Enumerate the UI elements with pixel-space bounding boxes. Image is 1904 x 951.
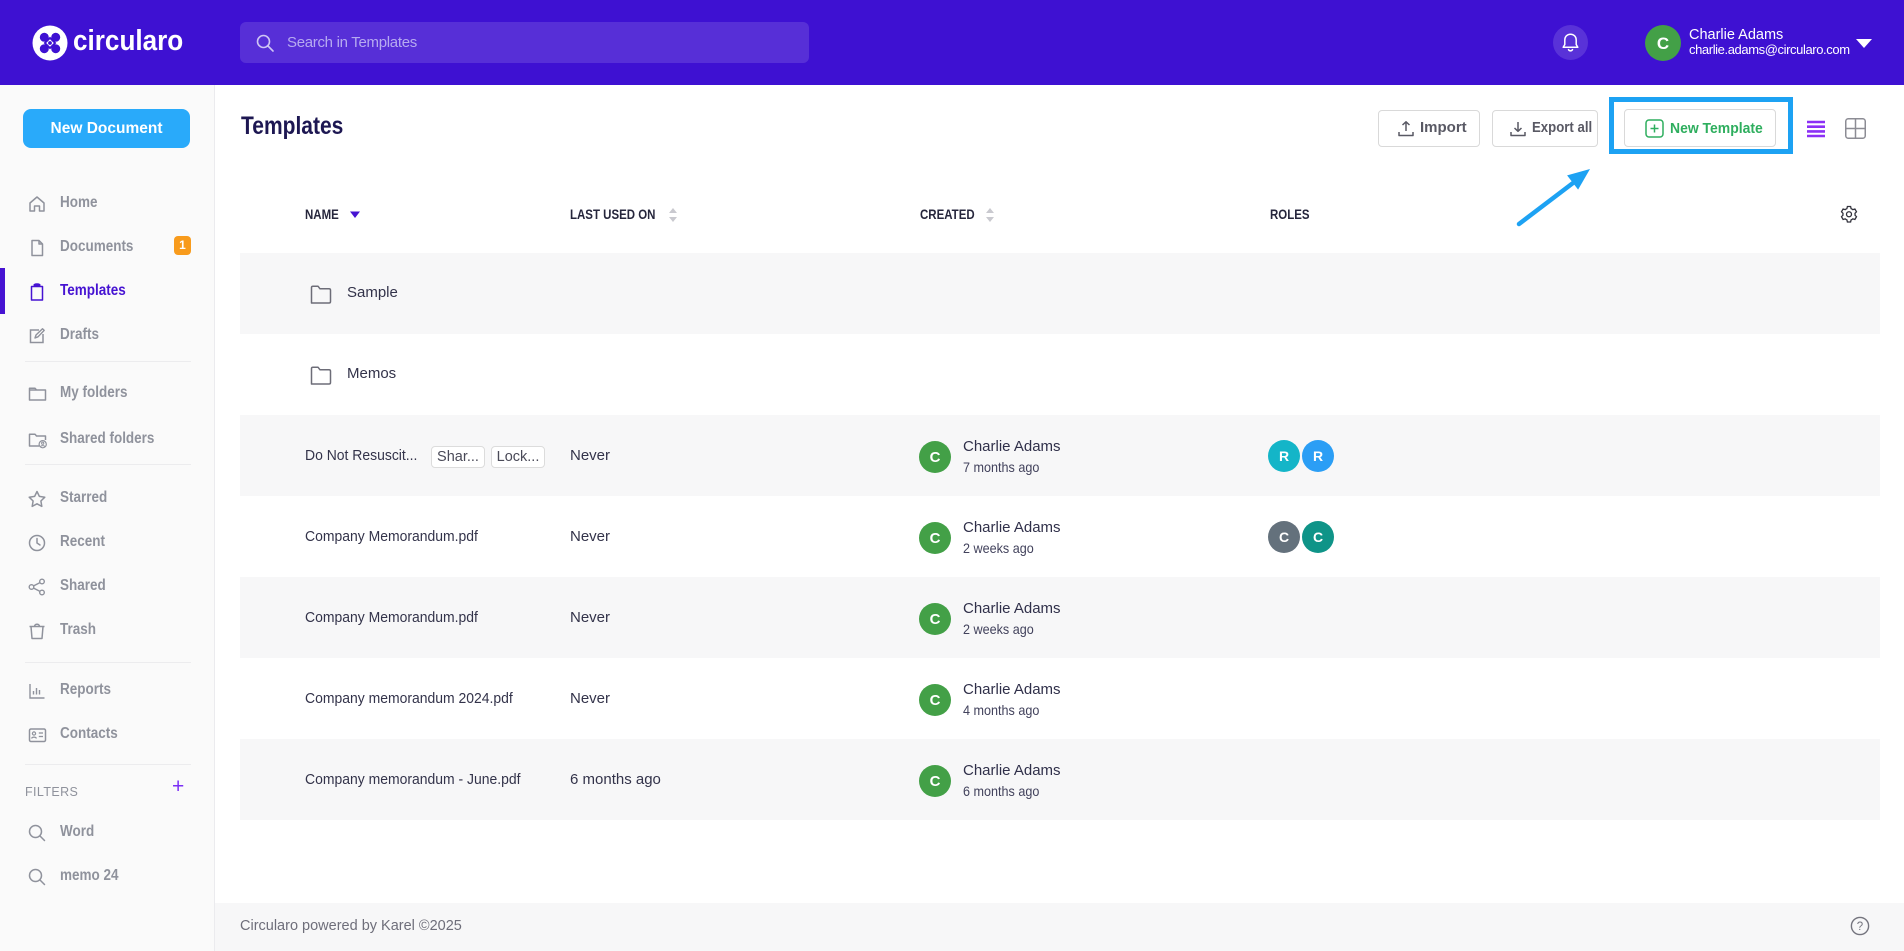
svg-text:?: ? xyxy=(1857,921,1863,933)
